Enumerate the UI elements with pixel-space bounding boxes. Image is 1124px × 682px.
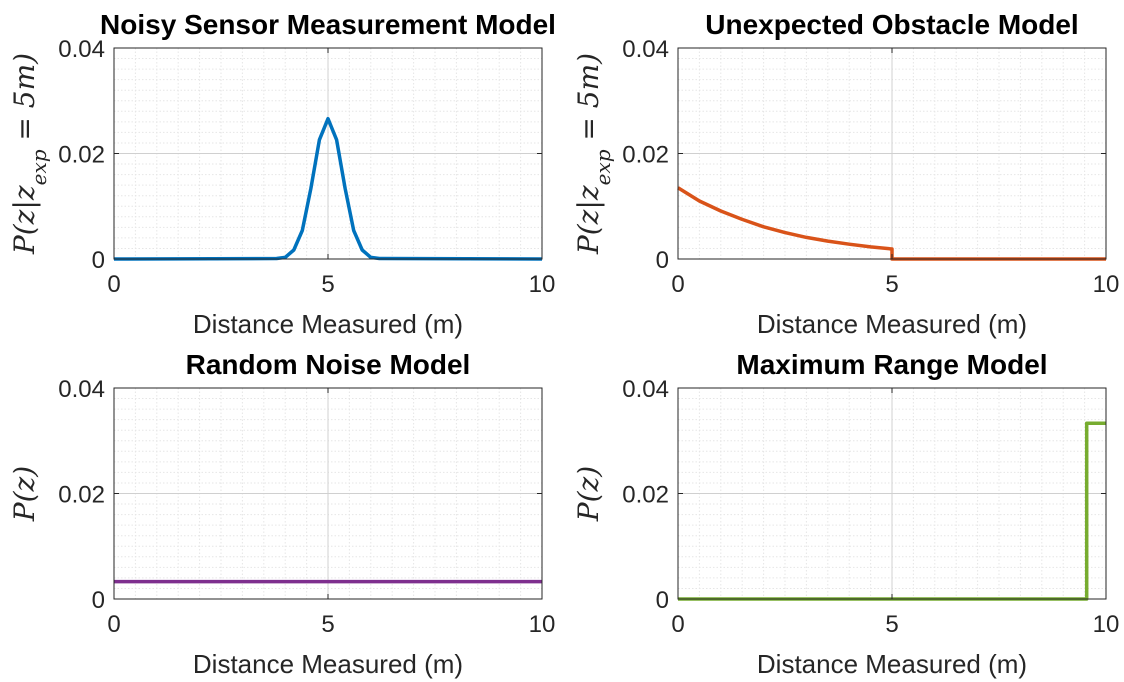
x-tick-label: 5 [321,611,334,638]
y-tick-label: 0.04 [622,376,669,403]
x-axis-label: Distance Measured (m) [193,649,463,679]
x-tick-label: 5 [321,271,334,298]
y-axis-label: P(z|zexp = 5m) [572,53,615,255]
y-tick-label: 0.02 [58,482,105,509]
y-axis-label: P(z) [572,466,605,522]
grid [114,48,542,259]
x-tick-label: 5 [885,611,898,638]
x-tick-label: 0 [107,271,120,298]
x-tick-label: 0 [107,611,120,638]
y-tick-label: 0.04 [58,376,105,403]
y-tick-label: 0.02 [622,142,669,169]
y-tick-label: 0 [656,587,669,614]
chart-title: Noisy Sensor Measurement Model [100,9,556,40]
x-axis-label: Distance Measured (m) [757,649,1027,679]
grid [114,388,542,599]
y-tick-label: 0 [92,247,105,274]
chart-title: Random Noise Model [186,349,471,380]
subplot-4: 0 5 10 0 0.02 0.04 Maximum Range Model Distance… [572,349,1119,679]
x-tick-label: 0 [671,611,684,638]
x-tick-label: 0 [671,271,684,298]
x-axis-label: Distance Measured (m) [757,309,1027,339]
y-axis-label: P(z|zexp = 5m) [8,53,51,255]
y-tick-label: 0.02 [622,482,669,509]
y-tick-label: 0 [92,587,105,614]
grid [678,388,1106,599]
y-tick-label: 0 [656,247,669,274]
subplot-3: 0 5 10 0 0.02 0.04 Random Noise Model Distance … [8,349,555,679]
x-tick-label: 10 [529,271,556,298]
y-axis-label: P(z) [8,466,41,522]
x-tick-label: 5 [885,271,898,298]
y-tick-label: 0.04 [622,36,669,63]
chart-title: Unexpected Obstacle Model [705,9,1078,40]
y-tick-label: 0.02 [58,142,105,169]
series-line-1 [113,116,543,261]
x-tick-label: 10 [1093,271,1120,298]
subplot-2: 0 5 10 0 0.02 0.04 Unexpected Obstacle Model Di… [572,9,1119,339]
x-tick-label: 10 [529,611,556,638]
series-line-1 [677,186,1106,261]
y-tick-label: 0.04 [58,36,105,63]
grid [678,48,1106,259]
chart-title: Maximum Range Model [736,349,1047,380]
x-tick-label: 10 [1093,611,1120,638]
x-axis-label: Distance Measured (m) [193,309,463,339]
